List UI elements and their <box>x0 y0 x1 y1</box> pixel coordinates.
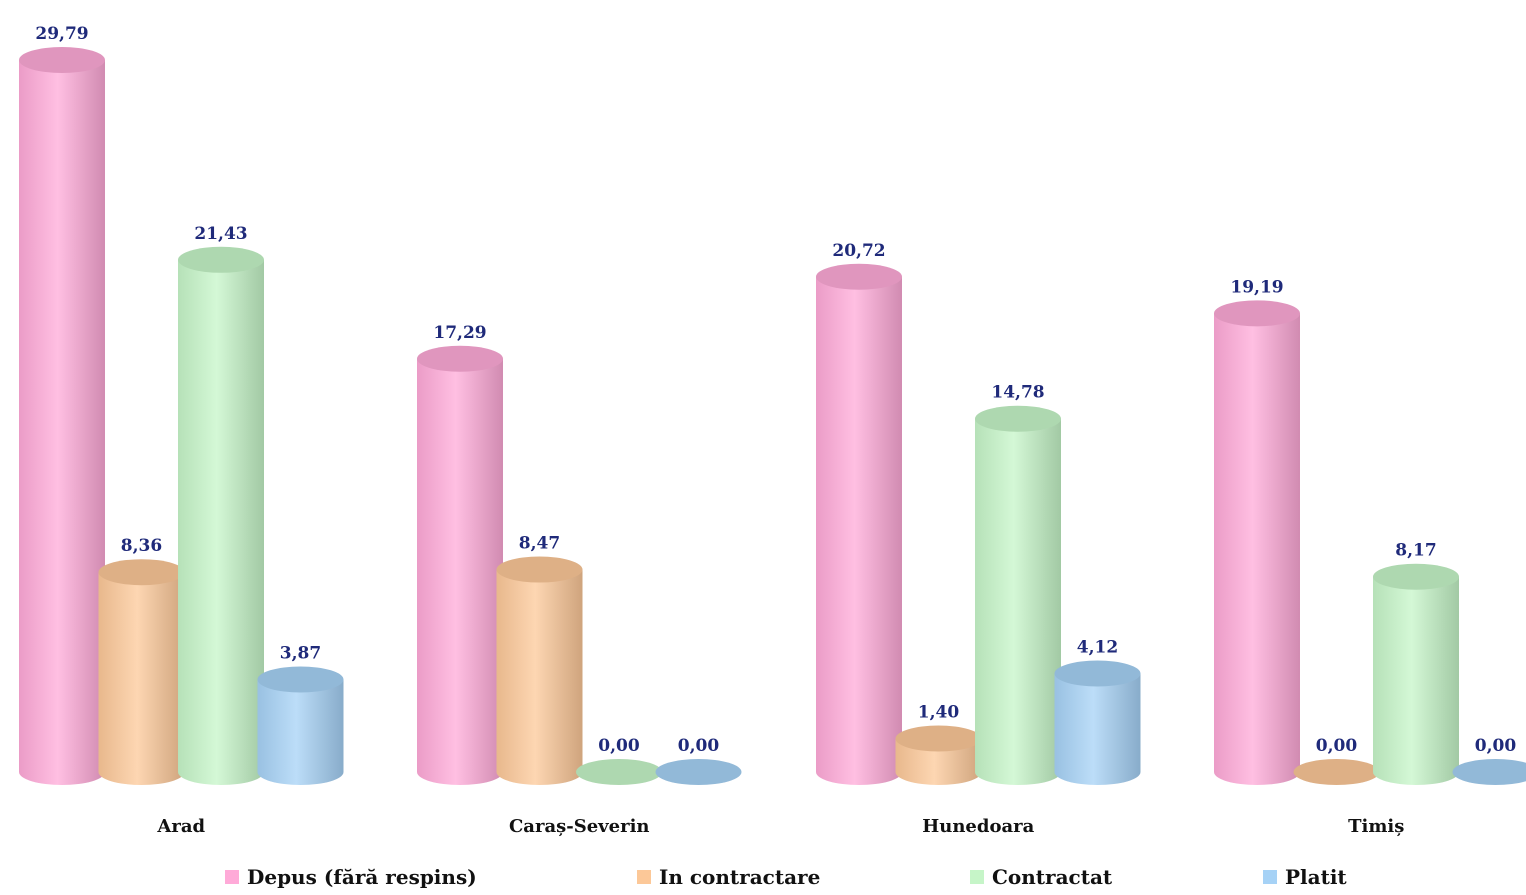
value-label-2-3: 4,12 <box>1077 638 1118 658</box>
bar-1-0 <box>417 345 503 785</box>
legend-item-0: Depus (fără respins) <box>225 865 477 889</box>
legend-item-3: Platit <box>1263 865 1347 889</box>
value-label-2-1: 1,40 <box>918 703 960 723</box>
value-label-2-2: 14,78 <box>991 383 1044 403</box>
legend-label-3: Platit <box>1285 865 1347 889</box>
category-labels-layer: Arad Caraș-Severin Hunedoara Timiș <box>156 816 1404 837</box>
bar-3-1 <box>1293 759 1380 785</box>
legend: Depus (fără respins) In contractare Contra… <box>225 865 1347 889</box>
value-label-0-3: 3,87 <box>280 644 321 664</box>
bar-3-3 <box>1452 759 1526 785</box>
value-label-0-0: 29,79 <box>35 24 88 44</box>
bar-1-1 <box>496 556 583 785</box>
legend-item-2: Contractat <box>970 865 1113 889</box>
value-label-3-0: 19,19 <box>1230 277 1283 297</box>
category-label-1: Caraș-Severin <box>509 816 650 837</box>
value-label-0-1: 8,36 <box>121 536 162 556</box>
bar-2-2 <box>975 405 1061 785</box>
bar-1-3 <box>655 759 742 785</box>
bar-0-0 <box>19 47 105 785</box>
value-label-3-2: 8,17 <box>1395 541 1436 561</box>
category-label-3: Timiș <box>1348 816 1404 837</box>
legend-item-1: In contractare <box>637 865 820 889</box>
legend-swatch-2 <box>970 870 984 884</box>
legend-swatch-0 <box>225 870 239 884</box>
value-label-1-2: 0,00 <box>598 736 640 756</box>
bars-layer <box>19 47 1526 785</box>
value-labels-layer: 29,79 8,36 21,43 3,87 17,29 8,47 0,00 0,00 20,72… <box>35 24 1516 756</box>
legend-swatch-1 <box>637 870 651 884</box>
value-label-0-2: 21,43 <box>194 224 247 244</box>
legend-label-0: Depus (fără respins) <box>247 865 477 889</box>
category-label-2: Hunedoara <box>922 816 1034 837</box>
value-label-1-1: 8,47 <box>519 534 560 554</box>
legend-label-1: In contractare <box>659 865 820 889</box>
bar-0-3 <box>257 666 344 785</box>
bar-3-2 <box>1373 563 1459 785</box>
legend-label-2: Contractat <box>992 865 1113 889</box>
legend-swatch-3 <box>1263 870 1277 884</box>
bar-3-0 <box>1214 300 1300 785</box>
value-label-3-3: 0,00 <box>1475 736 1517 756</box>
value-label-1-0: 17,29 <box>433 323 486 343</box>
bar-0-2 <box>178 246 264 785</box>
bar-0-1 <box>98 559 185 785</box>
bar-2-1 <box>895 725 982 785</box>
value-label-3-1: 0,00 <box>1316 736 1358 756</box>
category-label-0: Arad <box>156 816 205 837</box>
bar-1-2 <box>576 759 662 785</box>
bar-2-0 <box>816 263 902 785</box>
value-label-2-0: 20,72 <box>832 241 885 261</box>
value-label-1-3: 0,00 <box>678 736 720 756</box>
bar-2-3 <box>1054 660 1141 785</box>
